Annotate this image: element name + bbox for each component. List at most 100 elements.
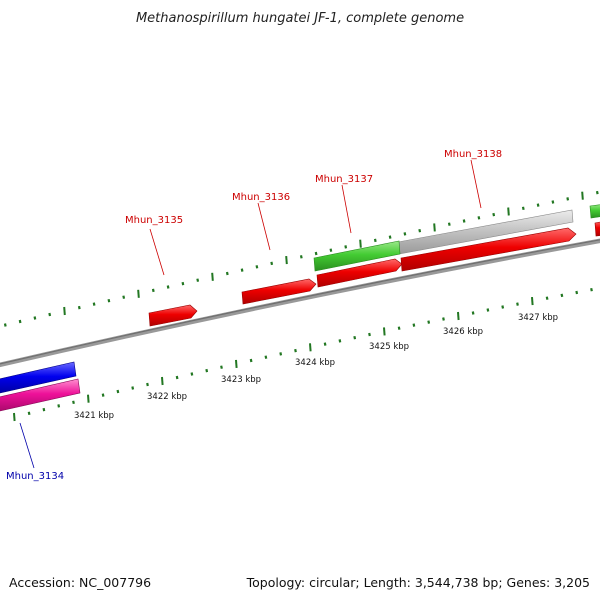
minor-tick [492, 212, 496, 217]
genome-summary-text: Topology: circular; Length: 3,544,738 bp… [246, 575, 590, 590]
scale-tick-label: 3427 kbp [518, 313, 558, 323]
minor-tick [151, 288, 155, 293]
gene-label[interactable]: Mhun_3135 [125, 215, 183, 226]
minor-tick [536, 203, 540, 207]
reverse-feature-track [0, 361, 81, 412]
gene-feature-blue[interactable] [0, 361, 77, 394]
minor-tick [590, 287, 593, 292]
minor-tick [471, 311, 475, 315]
minor-tick [205, 368, 209, 373]
major-tick [433, 223, 436, 232]
minor-tick [264, 355, 268, 359]
minor-tick [33, 316, 37, 320]
major-tick [13, 412, 16, 422]
scale-tick-label: 3421 kbp [74, 411, 114, 421]
gene-label[interactable]: Mhun_3138 [444, 149, 502, 160]
minor-tick [175, 375, 179, 380]
minor-tick [353, 335, 357, 340]
major-tick [309, 343, 312, 352]
minor-tick [131, 386, 135, 390]
gene-label[interactable]: Mhun_3134 [6, 471, 64, 482]
minor-tick [447, 222, 451, 226]
minor-tick [388, 235, 392, 239]
minor-tick [344, 245, 348, 249]
minor-tick [338, 339, 342, 343]
minor-tick [299, 255, 303, 259]
minor-tick [146, 382, 149, 387]
scale-tick-label: 3424 kbp [295, 358, 335, 368]
genome-title: Methanospirillum hungatei JF-1, complete… [135, 11, 465, 26]
minor-tick [42, 407, 46, 412]
gene-label[interactable]: Mhun_3137 [315, 174, 373, 185]
major-tick [211, 272, 214, 281]
minor-tick [116, 389, 120, 394]
minor-tick [501, 305, 505, 309]
gene-arrow-mhun-3137[interactable] [316, 258, 403, 288]
scale-tick-label: 3426 kbp [443, 327, 483, 337]
minor-tick [190, 372, 194, 376]
major-tick [235, 359, 238, 368]
gene-feature-green[interactable] [313, 240, 401, 272]
minor-tick [329, 248, 333, 252]
minor-tick [48, 312, 52, 317]
scale-tick-label: 3423 kbp [221, 375, 261, 385]
minor-tick [220, 365, 223, 369]
major-tick [507, 207, 510, 216]
minor-tick [427, 320, 431, 324]
minor-tick [323, 342, 327, 346]
minor-tick [107, 298, 111, 303]
major-tick [161, 376, 164, 386]
minor-tick [225, 271, 229, 276]
minor-tick [551, 200, 555, 204]
minor-tick [279, 352, 283, 356]
forward-feature-track [148, 204, 600, 327]
reverse-tick-track [13, 287, 593, 422]
minor-tick [566, 197, 570, 201]
genome-backbone-edge [0, 239, 600, 365]
major-tick [457, 311, 460, 321]
minor-tick [72, 400, 75, 405]
gene-arrow-mhun-3135[interactable] [148, 304, 198, 327]
major-tick [87, 394, 90, 403]
major-tick [359, 239, 362, 248]
minor-tick [418, 228, 422, 233]
minor-tick [57, 404, 61, 408]
gene-label[interactable]: Mhun_3136 [232, 192, 290, 203]
minor-tick [255, 265, 259, 269]
minor-tick [442, 317, 445, 321]
major-tick [383, 327, 386, 336]
gene-arrow-mhun-3138[interactable] [400, 227, 577, 272]
forward-tick-track [3, 190, 599, 327]
minor-tick [166, 285, 170, 289]
genome-backbone [0, 238, 600, 368]
major-tick [63, 306, 66, 316]
minor-tick [595, 190, 599, 195]
minor-tick [270, 261, 274, 266]
minor-tick [412, 323, 416, 327]
minor-tick [196, 278, 200, 282]
gene-feature-green-edge[interactable] [589, 204, 600, 219]
minor-tick [477, 216, 481, 220]
scale-tick-label: 3425 kbp [369, 342, 409, 352]
minor-tick [545, 296, 549, 300]
minor-tick [294, 348, 297, 353]
minor-tick [560, 293, 564, 298]
gene-arrow-edge[interactable] [594, 221, 600, 237]
major-tick [137, 289, 140, 298]
scale-tick-label: 3422 kbp [147, 392, 187, 402]
gene-label-leaders [19, 159, 482, 469]
minor-tick [77, 305, 81, 310]
gene-arrow-mhun-3136[interactable] [241, 278, 317, 305]
minor-tick [122, 295, 126, 299]
minor-tick [373, 238, 377, 243]
minor-tick [403, 232, 407, 236]
major-tick [581, 191, 584, 200]
minor-tick [516, 302, 519, 306]
minor-tick [101, 393, 105, 397]
minor-tick [3, 323, 7, 327]
gene-arrow-mhun-3134[interactable] [0, 378, 81, 412]
minor-tick [181, 281, 185, 286]
minor-tick [240, 268, 244, 272]
